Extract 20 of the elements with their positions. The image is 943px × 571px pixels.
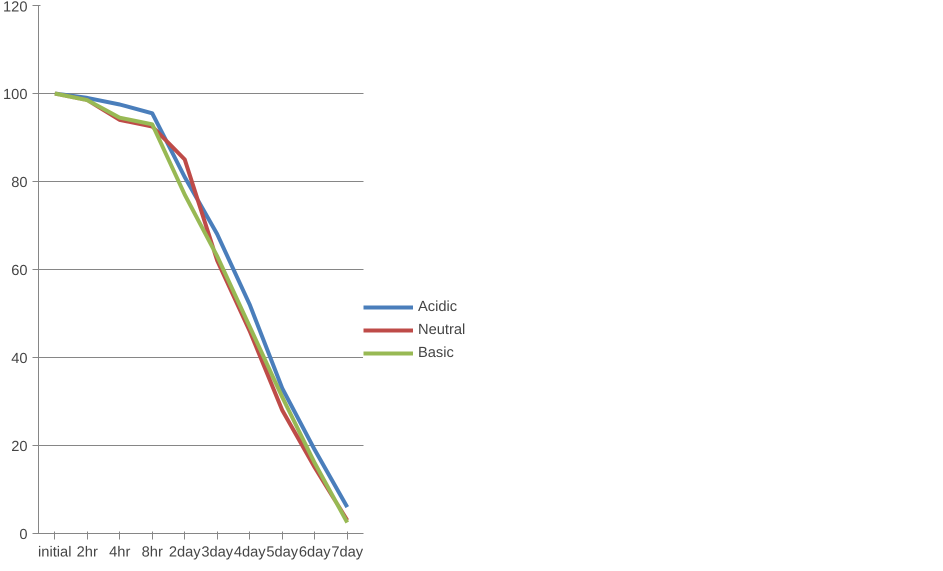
legend-label: Acidic [418,299,458,315]
y-tick-label: 100 [3,87,28,103]
legend-label: Neutral [418,322,466,338]
x-tick-label: 3day [201,544,234,560]
x-tick-label: 4day [234,544,266,560]
x-tick-label: 8hr [142,544,163,560]
y-tick-label: 0 [19,527,28,543]
y-tick-label: 20 [11,439,28,455]
x-tick-label: 2hr [76,544,98,560]
x-tick-label: 5day [266,544,299,560]
x-tick-label: 2day [168,544,202,560]
legend-label: Basic [418,345,454,361]
x-tick-label: 7day [331,544,364,560]
y-tick-label: 120 [3,0,28,16]
x-tick-label: 6day [298,544,332,560]
y-tick-label: 40 [11,351,28,367]
y-tick-label: 80 [11,175,28,191]
x-tick-label: 4hr [109,544,130,560]
x-tick-label: initial [38,544,72,560]
y-tick-label: 60 [11,263,28,279]
